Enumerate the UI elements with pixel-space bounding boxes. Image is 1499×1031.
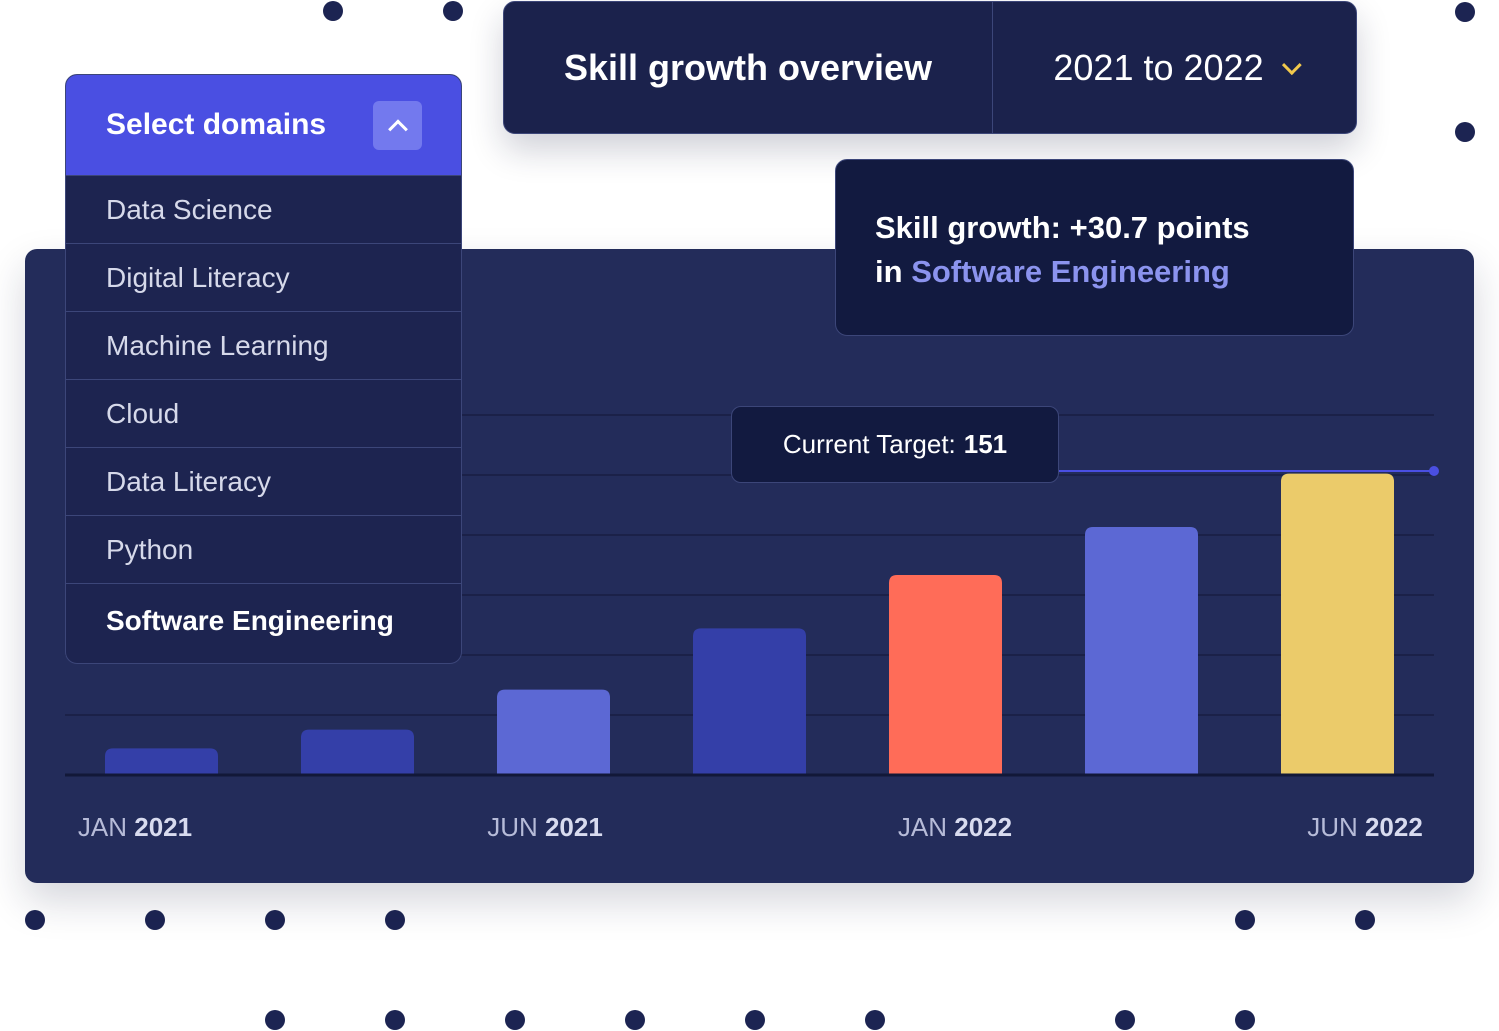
current-target-label: Current Target: 151 (731, 406, 1059, 483)
x-tick-label: JAN 2022 (898, 812, 1012, 842)
domain-option[interactable]: Data Science (66, 175, 461, 243)
decor-dot (265, 910, 285, 930)
growth-callout: Skill growth: +30.7 points in Software E… (835, 159, 1354, 336)
chart-bar (693, 628, 806, 775)
decor-dot (865, 1010, 885, 1030)
chart-bar (1281, 473, 1394, 775)
overview-header: Skill growth overview 2021 to 2022 (503, 1, 1357, 134)
decor-dot (625, 1010, 645, 1030)
domain-dropdown: Select domains Data Science Digital Lite… (65, 74, 462, 664)
decor-dot (1235, 910, 1255, 930)
collapse-button[interactable] (373, 100, 422, 150)
chart-bar (497, 689, 610, 775)
target-line-end-dot (1429, 466, 1439, 476)
decor-dot (385, 910, 405, 930)
domain-option-selected[interactable]: Software Engineering (66, 583, 461, 658)
decor-dot (443, 1, 463, 21)
x-tick-label: JAN 2021 (78, 812, 192, 842)
growth-in-label: in (875, 254, 903, 289)
select-domains-toggle[interactable]: Select domains (66, 75, 461, 175)
x-tick-label: JUN 2021 (487, 812, 603, 842)
chevron-down-icon (1281, 54, 1302, 75)
decor-dot (1115, 1010, 1135, 1030)
date-range-value: 2021 to 2022 (1053, 46, 1264, 88)
decor-dot (25, 910, 45, 930)
chart-bar (1085, 527, 1198, 775)
chart-bar (105, 748, 218, 775)
decor-dot (385, 1010, 405, 1030)
target-label: Current Target: (782, 429, 956, 459)
growth-summary: Skill growth: +30.7 points (875, 210, 1250, 245)
decor-dot (745, 1010, 765, 1030)
domain-option[interactable]: Data Literacy (66, 447, 461, 515)
decor-dot (1455, 2, 1475, 22)
decor-dot (265, 1010, 285, 1030)
x-tick-label: JUN 2022 (1307, 812, 1423, 842)
date-range-select[interactable]: 2021 to 2022 (993, 2, 1356, 133)
page-title: Skill growth overview (504, 2, 993, 133)
chart-bar (301, 729, 414, 775)
chart-bar (889, 575, 1002, 775)
decor-dot (505, 1010, 525, 1030)
decor-dot (1355, 910, 1375, 930)
growth-domain: Software Engineering (911, 254, 1230, 289)
domain-option[interactable]: Digital Literacy (66, 243, 461, 311)
chevron-up-icon (387, 119, 408, 140)
target-value: 151 (963, 429, 1008, 459)
decor-dot (1455, 122, 1475, 142)
decor-dot (145, 910, 165, 930)
decor-dot (323, 1, 343, 21)
select-domains-label: Select domains (106, 108, 327, 141)
decor-dot (1235, 1010, 1255, 1030)
domain-option[interactable]: Cloud (66, 379, 461, 447)
domain-option[interactable]: Machine Learning (66, 311, 461, 379)
domain-option[interactable]: Python (66, 515, 461, 583)
